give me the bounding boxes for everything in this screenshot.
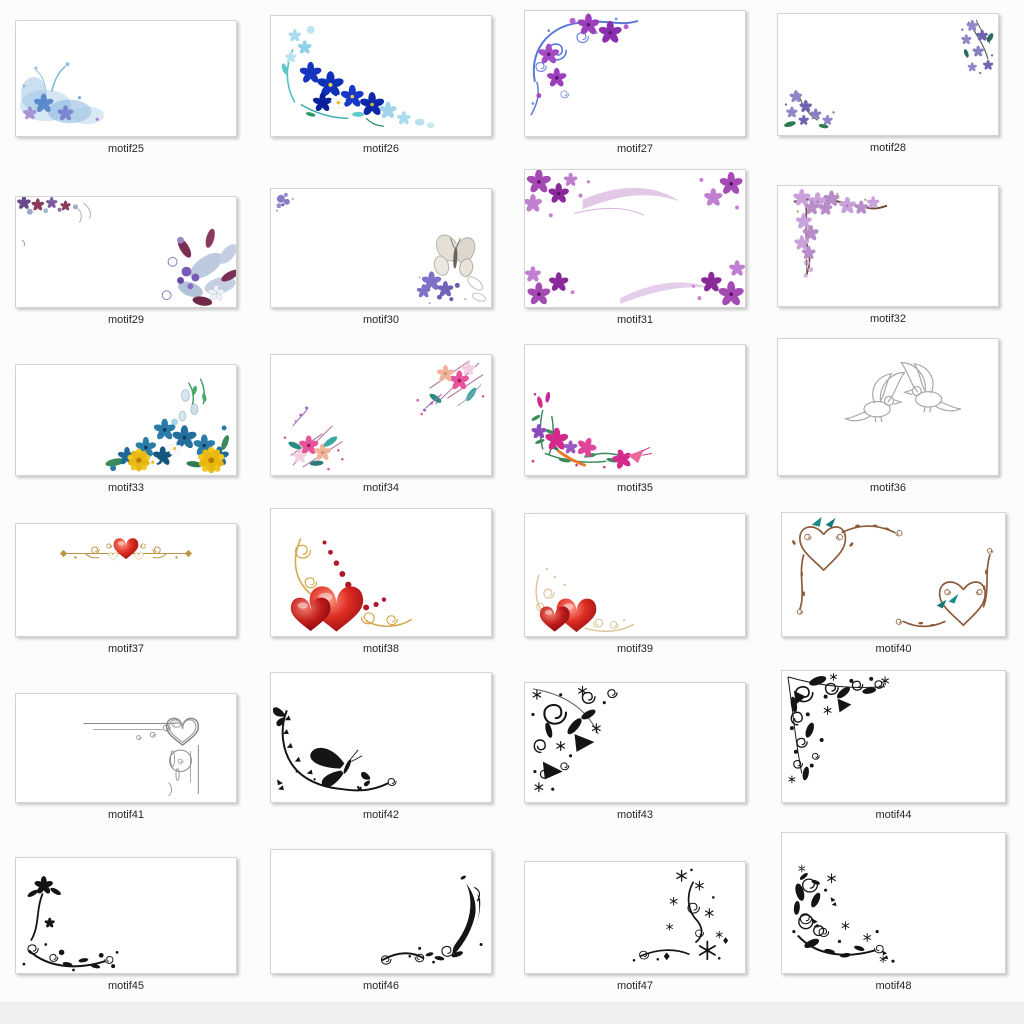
motif31-artwork — [525, 170, 745, 307]
gallery-item[interactable]: motif35 — [524, 344, 746, 495]
motif25-thumbnail — [15, 20, 237, 137]
motif45-artwork — [22, 876, 119, 972]
gallery-item[interactable]: motif28 — [777, 13, 999, 155]
gallery-item[interactable]: motif31 — [524, 169, 746, 327]
motif47-artwork — [632, 868, 729, 962]
motif30-artwork — [276, 192, 487, 305]
motif43-artwork — [531, 685, 618, 793]
motif35-artwork — [530, 391, 652, 472]
thumbnail-label: motif29 — [107, 314, 145, 326]
thumbnail-label: motif44 — [875, 809, 912, 821]
thumbnail-label: motif34 — [362, 482, 400, 494]
motif32-thumbnail — [777, 185, 999, 307]
gallery-item[interactable]: motif34 — [270, 354, 492, 495]
gallery-item[interactable]: motif39 — [524, 513, 746, 656]
gallery-item[interactable]: motif37 — [15, 523, 237, 656]
gallery-item[interactable]: motif48 — [781, 832, 1006, 993]
motif34-artwork — [283, 360, 485, 471]
thumbnail-label: motif46 — [362, 980, 400, 992]
motif33-thumbnail — [15, 364, 237, 476]
gallery-item[interactable]: motif42 — [270, 672, 492, 822]
gallery-item[interactable]: motif26 — [270, 15, 492, 156]
motif42-thumbnail — [270, 672, 492, 803]
gallery-item[interactable]: motif45 — [15, 857, 237, 993]
motif41-artwork — [83, 717, 200, 797]
motif40-thumbnail — [781, 512, 1006, 637]
thumbnail-label: motif37 — [107, 643, 145, 655]
motif48-thumbnail — [781, 832, 1006, 974]
motif38-artwork — [290, 538, 413, 632]
motif32-artwork — [792, 188, 888, 278]
thumbnail-label: motif25 — [107, 143, 145, 155]
motif45-thumbnail — [15, 857, 237, 974]
motif36-artwork — [844, 362, 962, 423]
motif31-thumbnail — [524, 169, 746, 308]
thumbnail-label: motif38 — [362, 643, 400, 655]
gallery-item[interactable]: motif47 — [524, 861, 746, 993]
motif37-thumbnail — [15, 523, 237, 637]
gallery-item[interactable]: motif36 — [777, 338, 999, 495]
thumbnail-label: motif33 — [107, 482, 145, 494]
motif29-artwork — [16, 197, 236, 306]
motif44-artwork — [787, 673, 890, 784]
motif26-thumbnail — [270, 15, 492, 137]
motif46-thumbnail — [270, 849, 492, 974]
thumbnail-label: motif48 — [875, 980, 912, 992]
motif40-artwork — [792, 516, 994, 628]
motif37-artwork — [59, 538, 193, 561]
gallery-item[interactable]: motif29 — [15, 196, 237, 327]
thumbnail-label: motif36 — [869, 482, 907, 494]
gallery-item[interactable]: motif41 — [15, 693, 237, 822]
motif25-artwork — [19, 62, 105, 125]
motif33-artwork — [105, 378, 230, 475]
thumbnail-label: motif35 — [616, 482, 654, 494]
motif27-thumbnail — [524, 10, 746, 137]
motif27-artwork — [530, 13, 639, 116]
motif26-artwork — [281, 25, 435, 129]
motif47-thumbnail — [524, 861, 746, 974]
thumbnail-label: motif32 — [869, 313, 907, 325]
thumbnail-label: motif30 — [362, 314, 400, 326]
thumbnail-label: motif40 — [875, 643, 912, 655]
motif43-thumbnail — [524, 682, 746, 803]
motif28-thumbnail — [777, 13, 999, 136]
motif36-thumbnail — [777, 338, 999, 476]
motif46-artwork — [380, 875, 483, 965]
thumbnail-label: motif27 — [616, 143, 654, 155]
thumbnail-label: motif26 — [362, 143, 400, 155]
gallery-item[interactable]: motif38 — [270, 508, 492, 656]
motif38-thumbnail — [270, 508, 492, 637]
motif35-thumbnail — [524, 344, 746, 476]
motif41-thumbnail — [15, 693, 237, 803]
motif42-artwork — [272, 707, 397, 792]
motif30-thumbnail — [270, 188, 492, 308]
thumbnail-label: motif31 — [616, 314, 654, 326]
motif28-artwork — [784, 19, 994, 129]
motif34-thumbnail — [270, 354, 492, 476]
motif48-artwork — [792, 864, 895, 964]
thumbnail-label: motif45 — [107, 980, 145, 992]
gallery-item[interactable]: motif40 — [781, 512, 1006, 656]
gallery-item[interactable]: motif32 — [777, 185, 999, 326]
motif44-thumbnail — [781, 670, 1006, 803]
gallery-item[interactable]: motif25 — [15, 20, 237, 156]
gallery-item[interactable]: motif44 — [781, 670, 1006, 822]
bottom-strip — [0, 1002, 1024, 1024]
motif29-thumbnail — [15, 196, 237, 308]
motif39-artwork — [535, 568, 635, 633]
thumbnail-label: motif43 — [616, 809, 654, 821]
thumbnail-label: motif42 — [362, 809, 400, 821]
thumbnail-label: motif28 — [869, 142, 907, 154]
gallery-item[interactable]: motif27 — [524, 10, 746, 156]
gallery-item[interactable]: motif43 — [524, 682, 746, 822]
thumbnail-label: motif39 — [616, 643, 654, 655]
gallery-item[interactable]: motif30 — [270, 188, 492, 327]
thumbnail-label: motif47 — [616, 980, 654, 992]
gallery-item[interactable]: motif46 — [270, 849, 492, 993]
thumbnail-label: motif41 — [107, 809, 145, 821]
gallery-item[interactable]: motif33 — [15, 364, 237, 495]
motif39-thumbnail — [524, 513, 746, 637]
